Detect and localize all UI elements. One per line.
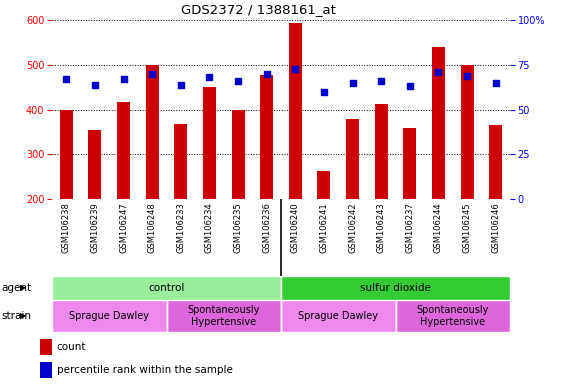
- Bar: [232, 109, 245, 199]
- Bar: [52, 300, 167, 332]
- Text: GSM106245: GSM106245: [462, 202, 472, 253]
- Bar: [52, 276, 281, 300]
- Text: sulfur dioxide: sulfur dioxide: [360, 283, 431, 293]
- Bar: [403, 128, 416, 199]
- Bar: [146, 65, 159, 199]
- Text: GDS2372 / 1388161_at: GDS2372 / 1388161_at: [181, 3, 336, 17]
- Text: GSM106238: GSM106238: [62, 202, 71, 253]
- Text: Sprague Dawley: Sprague Dawley: [69, 311, 149, 321]
- Bar: [260, 75, 273, 199]
- Text: count: count: [57, 341, 87, 351]
- Text: GSM106233: GSM106233: [176, 202, 185, 253]
- Text: GSM106242: GSM106242: [348, 202, 357, 253]
- Point: [491, 80, 500, 86]
- Text: GSM106236: GSM106236: [262, 202, 271, 253]
- Text: Spontaneously
Hypertensive: Spontaneously Hypertensive: [188, 305, 260, 327]
- Text: GSM106240: GSM106240: [291, 202, 300, 253]
- Point: [405, 83, 414, 89]
- Bar: [396, 300, 510, 332]
- Bar: [41, 362, 52, 378]
- Bar: [489, 125, 502, 199]
- Text: GSM106243: GSM106243: [376, 202, 386, 253]
- Point: [262, 71, 271, 77]
- Text: GSM106235: GSM106235: [234, 202, 242, 253]
- Bar: [375, 104, 388, 199]
- Text: percentile rank within the sample: percentile rank within the sample: [57, 364, 233, 374]
- Bar: [88, 130, 101, 199]
- Point: [376, 78, 386, 84]
- Text: GSM106241: GSM106241: [320, 202, 328, 253]
- Point: [320, 89, 329, 95]
- Point: [290, 66, 300, 72]
- Point: [176, 81, 185, 88]
- Text: GSM106248: GSM106248: [148, 202, 157, 253]
- Bar: [461, 65, 474, 199]
- Text: GSM106244: GSM106244: [434, 202, 443, 253]
- Bar: [317, 171, 331, 199]
- Bar: [167, 300, 281, 332]
- Bar: [60, 109, 73, 199]
- Point: [234, 78, 243, 84]
- Bar: [117, 102, 130, 199]
- Text: ▶: ▶: [20, 311, 27, 320]
- Text: strain: strain: [2, 311, 32, 321]
- Bar: [346, 119, 359, 199]
- Bar: [41, 339, 52, 355]
- Point: [434, 69, 443, 75]
- Text: agent: agent: [2, 283, 32, 293]
- Bar: [281, 300, 396, 332]
- Bar: [281, 276, 510, 300]
- Text: control: control: [148, 283, 185, 293]
- Text: GSM106234: GSM106234: [205, 202, 214, 253]
- Text: GSM106239: GSM106239: [91, 202, 99, 253]
- Point: [62, 76, 71, 82]
- Point: [90, 81, 99, 88]
- Text: ▶: ▶: [20, 283, 27, 292]
- Point: [205, 74, 214, 81]
- Bar: [432, 47, 445, 199]
- Point: [148, 71, 157, 77]
- Bar: [174, 124, 187, 199]
- Text: GSM106237: GSM106237: [406, 202, 414, 253]
- Point: [119, 76, 128, 82]
- Bar: [203, 87, 216, 199]
- Point: [462, 73, 472, 79]
- Bar: [289, 23, 302, 199]
- Text: Sprague Dawley: Sprague Dawley: [298, 311, 378, 321]
- Point: [348, 80, 357, 86]
- Text: GSM106246: GSM106246: [491, 202, 500, 253]
- Text: GSM106247: GSM106247: [119, 202, 128, 253]
- Text: Spontaneously
Hypertensive: Spontaneously Hypertensive: [417, 305, 489, 327]
